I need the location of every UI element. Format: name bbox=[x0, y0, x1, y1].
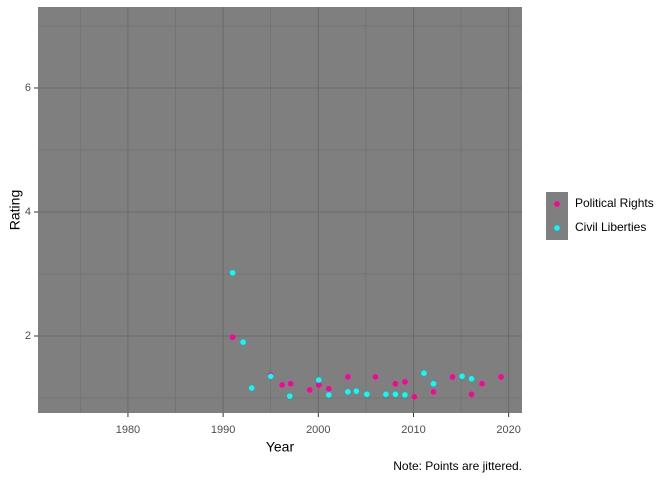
x-tick-label: 2020 bbox=[496, 424, 520, 436]
y-axis-title: Rating bbox=[7, 190, 23, 230]
y-tick-label: 2 bbox=[25, 330, 31, 342]
point bbox=[392, 380, 399, 387]
x-axis-title: Year bbox=[266, 439, 295, 455]
point bbox=[325, 392, 332, 398]
point bbox=[306, 387, 313, 393]
point bbox=[430, 380, 437, 387]
point bbox=[248, 385, 255, 391]
point bbox=[315, 382, 322, 388]
point bbox=[449, 374, 456, 380]
point bbox=[421, 370, 427, 376]
legend-label: Civil Liberties bbox=[575, 220, 646, 234]
legend-key bbox=[554, 225, 560, 231]
point bbox=[279, 382, 285, 388]
x-tick-label: 1990 bbox=[211, 424, 235, 436]
legend-key bbox=[554, 201, 560, 207]
point bbox=[229, 269, 236, 276]
legend-label: Political Rights bbox=[575, 196, 654, 210]
point bbox=[430, 388, 437, 395]
point bbox=[240, 339, 246, 345]
y-tick-label: 4 bbox=[25, 206, 31, 218]
x-tick-label: 2010 bbox=[401, 424, 425, 436]
point bbox=[459, 373, 465, 380]
point bbox=[267, 373, 274, 380]
point bbox=[498, 374, 504, 380]
point bbox=[372, 374, 379, 380]
point bbox=[364, 391, 370, 398]
point bbox=[287, 380, 294, 387]
point bbox=[402, 392, 408, 398]
point bbox=[411, 393, 418, 400]
point bbox=[325, 385, 332, 392]
point bbox=[345, 388, 351, 395]
point bbox=[286, 393, 293, 399]
point bbox=[468, 391, 475, 398]
point bbox=[315, 377, 322, 383]
point bbox=[402, 379, 408, 385]
y-tick-label: 6 bbox=[25, 82, 31, 94]
plot-panel bbox=[38, 7, 522, 413]
point bbox=[392, 391, 399, 398]
point bbox=[353, 388, 360, 394]
point bbox=[468, 375, 475, 382]
point bbox=[229, 334, 236, 341]
x-tick-label: 2000 bbox=[306, 424, 330, 436]
point bbox=[345, 374, 351, 380]
point bbox=[383, 391, 389, 398]
legend-keys bbox=[546, 192, 568, 240]
x-tick-label: 1980 bbox=[116, 424, 140, 436]
caption: Note: Points are jittered. bbox=[393, 459, 522, 473]
point bbox=[479, 380, 485, 387]
